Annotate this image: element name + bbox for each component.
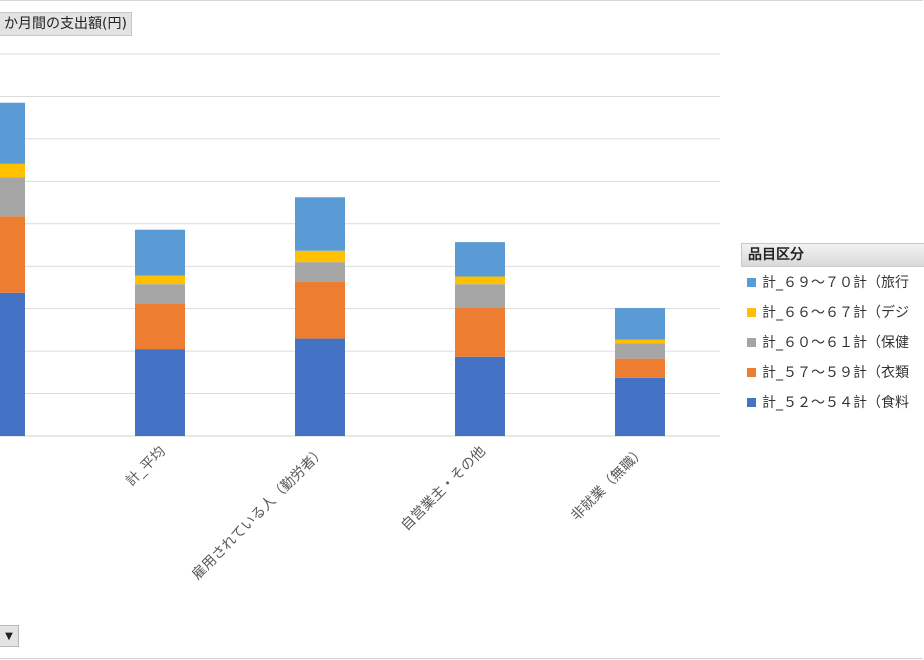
bar-segment[interactable] — [135, 229, 185, 276]
legend-swatch — [747, 337, 756, 347]
bar-segment[interactable] — [295, 262, 345, 282]
legend-swatch — [747, 307, 756, 317]
bar-segment[interactable] — [455, 242, 505, 277]
legend-field-button[interactable]: 品目区分 — [741, 243, 924, 267]
bar-segment[interactable] — [615, 358, 665, 378]
legend-item[interactable]: 計_５７～５９計（衣類 — [741, 357, 924, 387]
legend-swatch — [747, 367, 756, 377]
legend-label: 計_５２～５４計（食料 — [762, 395, 909, 411]
bar-segment[interactable] — [135, 284, 185, 304]
legend-item[interactable]: 計_６０～６１計（保健 — [741, 327, 924, 357]
bar-segment[interactable] — [615, 308, 665, 340]
legend-item[interactable]: 計_６６～６７計（デジ — [741, 297, 924, 327]
bar-segment[interactable] — [0, 177, 25, 217]
x-axis-labels: 計_平均 雇用されている人（勤労者） 自営業主・その他 非就業（無職） — [123, 443, 649, 583]
chart-title-field-button[interactable]: か月間の支出額(円) — [0, 12, 132, 36]
bar-segment[interactable] — [0, 292, 25, 436]
bar-segment[interactable] — [615, 377, 665, 436]
x-tick-label: 非就業（無職） — [568, 444, 649, 525]
legend-label: 計_５７～５９計（衣類 — [762, 365, 909, 381]
x-tick-label: 雇用されている人（勤労者） — [188, 443, 328, 583]
legend-item[interactable]: 計_６９～７０計（旅行 — [741, 267, 924, 297]
bar-segment[interactable] — [455, 284, 505, 309]
legend: 品目区分 計_６９～７０計（旅行 計_６６～６７計（デジ 計_６０～６１計（保健 計_… — [741, 243, 924, 417]
bar-segment[interactable] — [295, 281, 345, 339]
gridlines — [0, 53, 720, 437]
x-tick-label: 計_平均 — [123, 444, 169, 490]
bar-segment[interactable] — [295, 250, 345, 263]
legend-items: 計_６９～７０計（旅行 計_６６～６７計（デジ 計_６０～６１計（保健 計_５７～５９… — [741, 267, 924, 417]
legend-swatch — [747, 277, 756, 287]
bar-segment[interactable] — [295, 197, 345, 251]
bar-segment[interactable] — [615, 339, 665, 344]
x-tick-label: 自営業主・その他 — [398, 444, 489, 535]
bar-segment[interactable] — [0, 216, 25, 293]
legend-label: 計_６６～６７計（デジ — [762, 305, 909, 321]
bar-segment[interactable] — [135, 275, 185, 285]
bar-segment[interactable] — [0, 163, 25, 178]
bar-segment[interactable] — [455, 308, 505, 357]
bars — [0, 102, 665, 436]
bar-segment[interactable] — [615, 343, 665, 359]
bar-segment[interactable] — [455, 356, 505, 436]
bar-segment[interactable] — [135, 303, 185, 350]
bar-segment[interactable] — [455, 276, 505, 285]
legend-item[interactable]: 計_５２～５４計（食料 — [741, 387, 924, 417]
bar-segment[interactable] — [0, 102, 25, 164]
legend-swatch — [747, 397, 756, 407]
legend-label: 計_６９～７０計（旅行 — [762, 275, 909, 291]
legend-label: 計_６０～６１計（保健 — [762, 335, 909, 351]
dropdown-arrow-icon[interactable]: ▼ — [0, 625, 19, 647]
bar-segment[interactable] — [295, 338, 345, 436]
bar-segment[interactable] — [135, 349, 185, 436]
